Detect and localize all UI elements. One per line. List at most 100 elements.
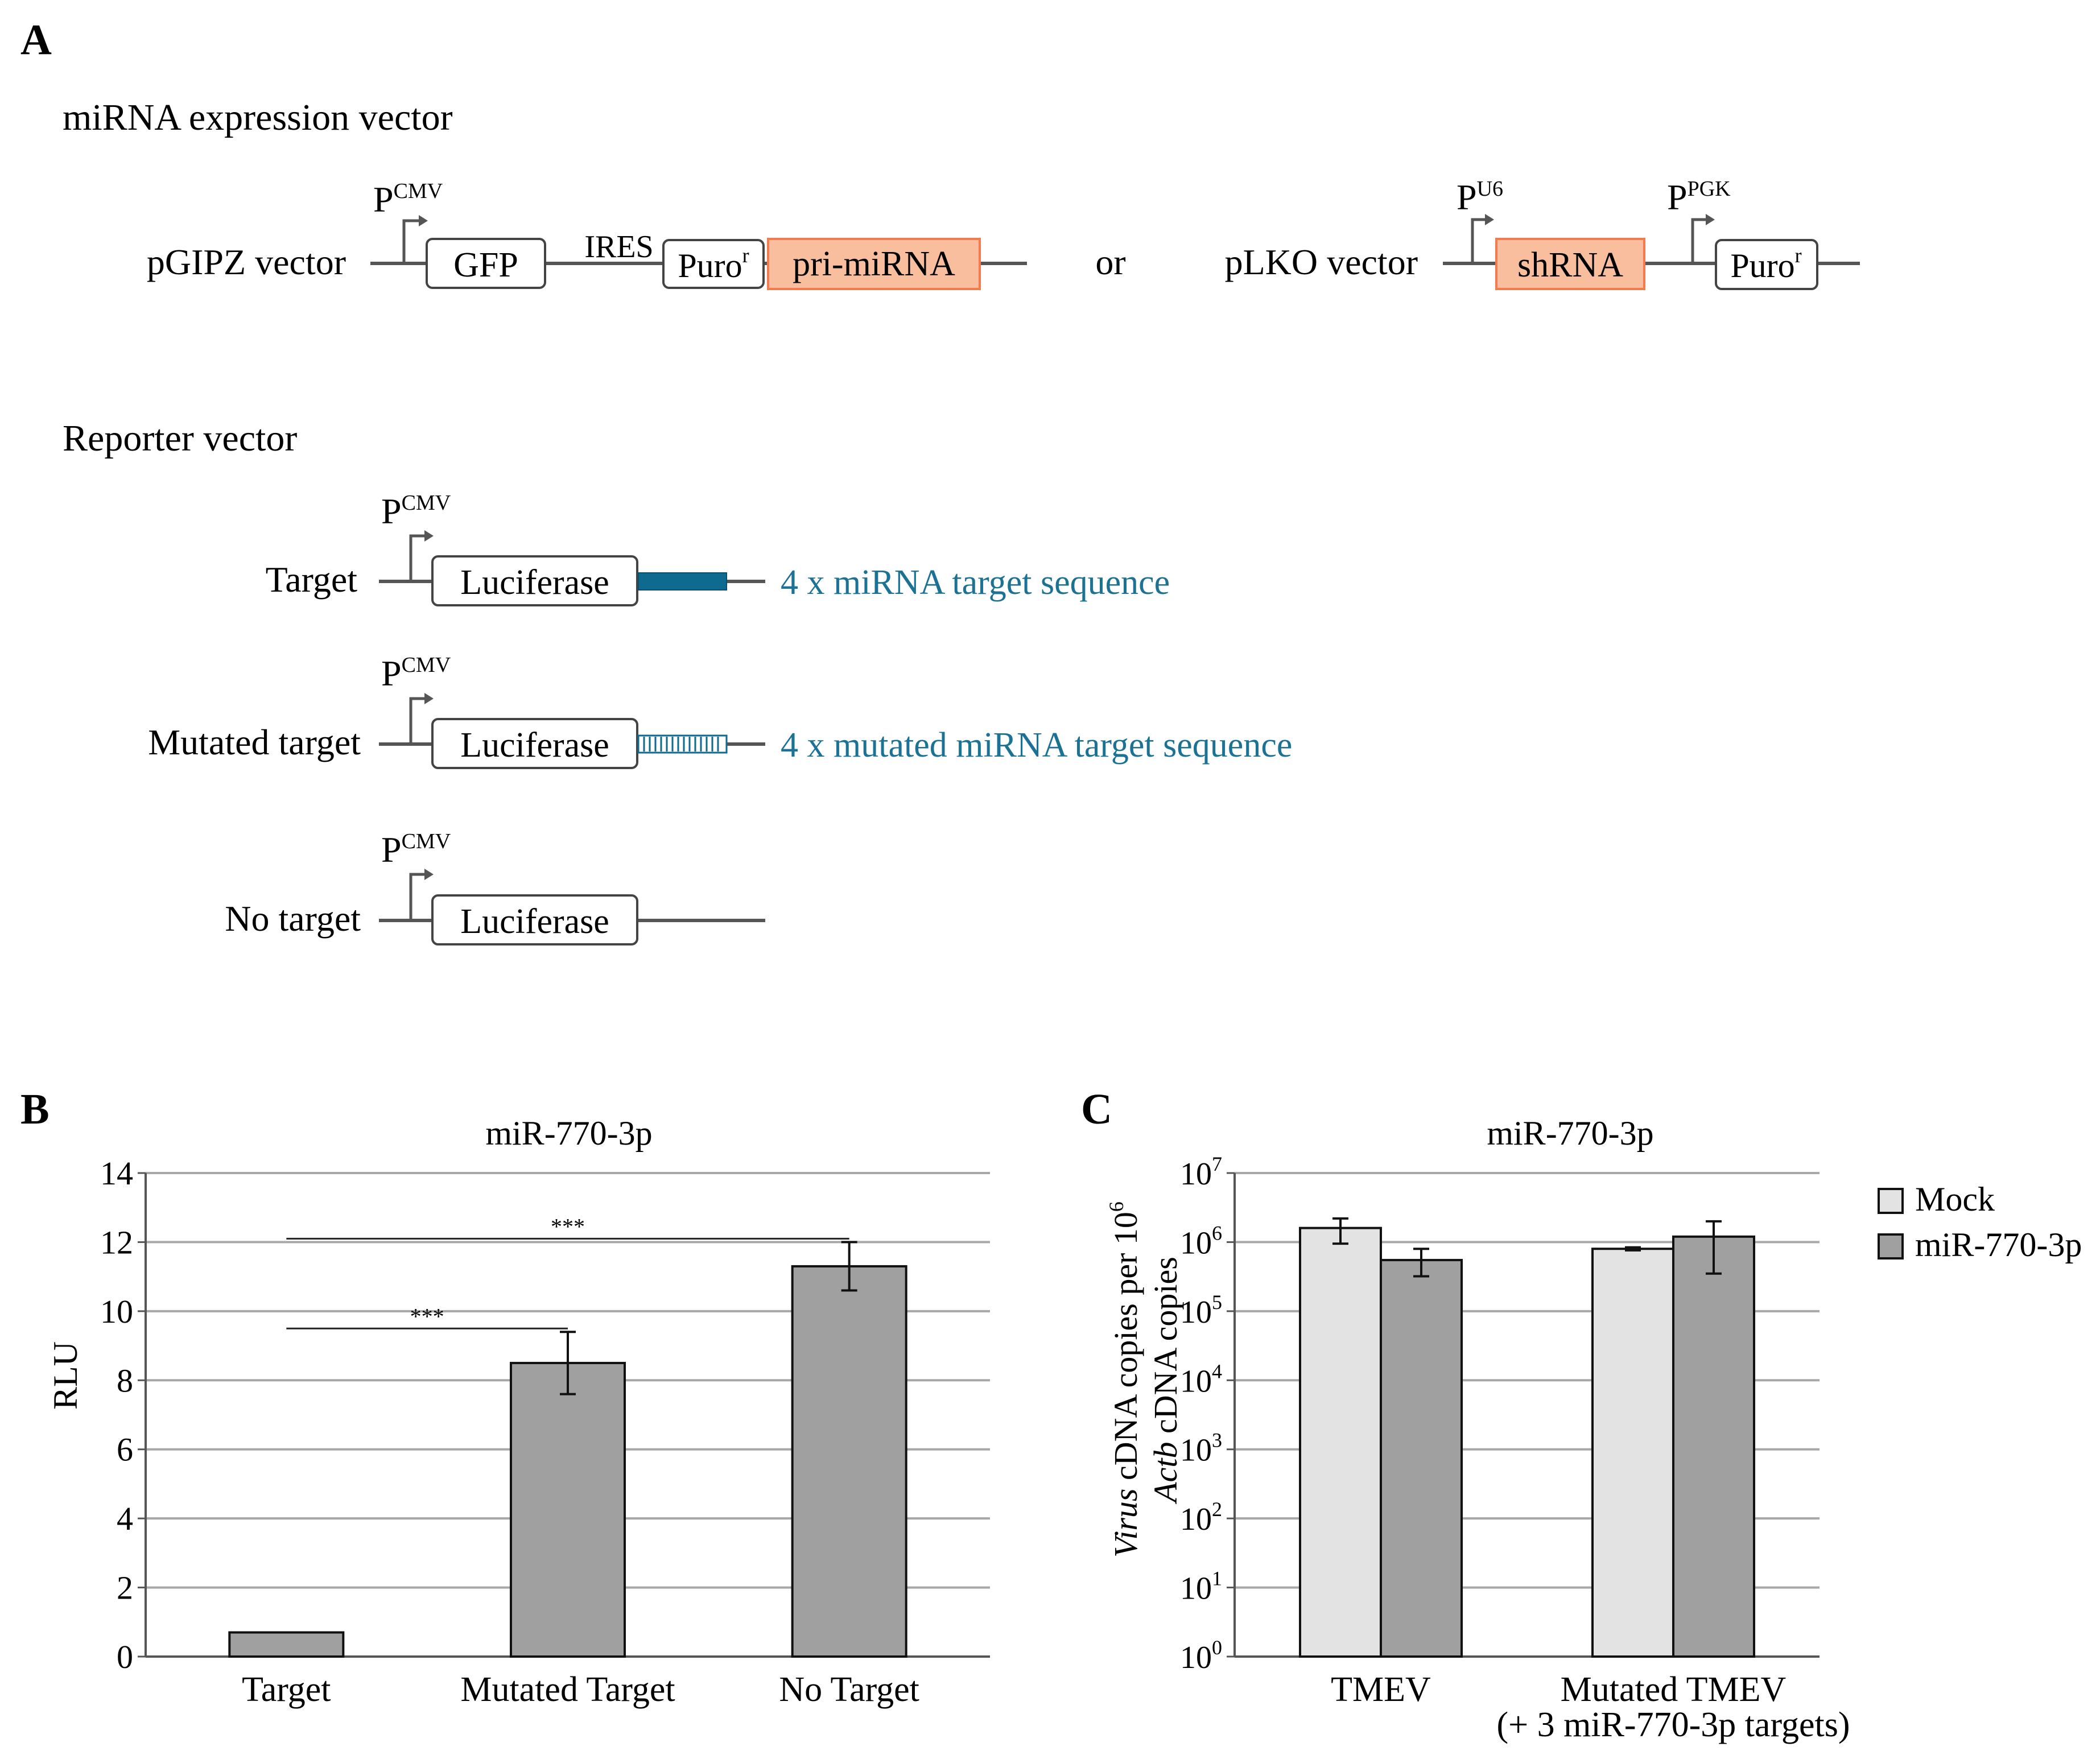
or-word: or <box>1095 242 1125 282</box>
y-tick-label: 106 <box>1180 1221 1222 1261</box>
chart-c-bars <box>1299 1217 1755 1658</box>
y-tick-label: 100 <box>1180 1636 1222 1675</box>
y-tick-label: 6 <box>117 1431 133 1468</box>
chart-c-ylabel-line2: Actb cDNA copies <box>1147 1257 1184 1505</box>
pgk-promoter: PPGK <box>1667 177 1731 263</box>
chart-b-x-labels: Target Mutated Target No Target <box>242 1670 919 1709</box>
puro-label-plko: Puror <box>1730 244 1801 284</box>
chart-b-title: miR-770-3p <box>485 1114 652 1152</box>
svg-text:PCMV: PCMV <box>381 653 451 693</box>
plko-label: pLKO vector <box>1225 242 1418 282</box>
luciferase-label-no-target: Luciferase <box>460 902 609 941</box>
panel-c-letter: C <box>1081 1085 1112 1133</box>
svg-text:PPGK: PPGK <box>1667 177 1731 217</box>
y-tick-label: 107 <box>1180 1153 1222 1192</box>
mutated-sequence-stripes <box>643 737 719 751</box>
promoter-arrowhead-icon <box>424 693 434 704</box>
x-tick-label: Mutated TMEV <box>1561 1670 1787 1709</box>
x-tick-label: Target <box>242 1670 331 1709</box>
promoter-arrow-icon <box>402 219 420 263</box>
y-tick-label: 8 <box>117 1362 133 1399</box>
chart-b-bars <box>228 1241 907 1658</box>
promoter-arrowhead-icon <box>424 869 434 880</box>
u6-promoter: PU6 <box>1457 177 1503 263</box>
bar <box>791 1265 907 1658</box>
promoter-arrow-icon <box>409 697 426 744</box>
y-tick-label: 2 <box>117 1570 133 1607</box>
ires-label: IRES <box>584 229 653 265</box>
svg-text:PCMV: PCMV <box>381 491 451 531</box>
pgipz-label: pGIPZ vector <box>147 242 346 282</box>
no-target-row-label: No target <box>225 898 361 939</box>
promoter-arrow-icon <box>409 873 426 920</box>
chart-c-ylabel-line1: Virus cDNA copies per 106 <box>1105 1201 1144 1558</box>
panel-a-letter: A <box>20 16 52 64</box>
cmv-promoter-target: PCMV <box>381 491 451 581</box>
panel-b: B miR-770-3p RLU 0 2 4 6 8 10 12 14 *** *** Targ… <box>20 1085 990 1709</box>
legend-label: miR-770-3p <box>1915 1226 2082 1263</box>
panel-a: A miRNA expression vector pGIPZ vector P… <box>20 16 1860 945</box>
mutated-row-label: Mutated target <box>148 722 361 762</box>
promoter-arrowhead-icon <box>424 530 434 542</box>
target-sequence-block <box>638 572 727 590</box>
mirna-section-title: miRNA expression vector <box>63 97 453 138</box>
x-tick-sublabel: (+ 3 miR-770-3p targets) <box>1497 1706 1850 1744</box>
luciferase-box-no-target <box>431 894 638 945</box>
cmv-promoter-pgipz: PCMV <box>373 179 443 263</box>
panel-c: C miR-770-3p Virus cDNA copies per 106 A… <box>1081 1085 2082 1744</box>
y-tick-label: 4 <box>117 1500 133 1537</box>
y-tick-label: 0 <box>117 1638 133 1675</box>
pri-mirna-box <box>767 238 981 290</box>
puro-box-pgipz <box>662 239 765 289</box>
promoter-arrowhead-icon <box>1706 214 1715 225</box>
promoter-arrowhead-icon <box>419 215 428 226</box>
chart-c-y-ticks: 100 101 102 103 104 105 106 107 <box>1180 1153 1820 1675</box>
chart-c-legend: Mock miR-770-3p <box>1878 1180 2082 1263</box>
pri-mirna-label: pri-miRNA <box>793 245 955 283</box>
y-tick-label: 10 <box>100 1293 133 1330</box>
bar <box>1380 1258 1463 1658</box>
chart-b-y-ticks: 0 2 4 6 8 10 12 14 <box>100 1155 990 1675</box>
mutated-sequence-text: 4 x mutated miRNA target sequence <box>781 726 1292 765</box>
promoter-arrow-icon <box>409 534 426 581</box>
mutated-sequence-block <box>637 734 728 754</box>
y-tick-label: 102 <box>1180 1498 1222 1537</box>
svg-text:PCMV: PCMV <box>381 829 451 870</box>
promoter-arrow-icon <box>1471 218 1486 263</box>
luciferase-label-target: Luciferase <box>460 563 609 602</box>
luciferase-box-target <box>431 555 638 606</box>
cmv-promoter-mutated: PCMV <box>381 653 451 744</box>
svg-text:PCMV: PCMV <box>373 179 443 220</box>
cmv-promoter-no-target: PCMV <box>381 829 451 920</box>
gfp-box <box>426 238 546 289</box>
puro-label-pgipz: Puror <box>678 244 749 284</box>
reporter-section-title: Reporter vector <box>63 418 297 459</box>
bar <box>1672 1235 1755 1658</box>
target-row-label: Target <box>266 559 358 600</box>
y-tick-label: 14 <box>100 1155 133 1192</box>
bar <box>1299 1227 1382 1658</box>
puro-box-plko <box>1715 239 1818 290</box>
bar <box>510 1361 626 1658</box>
chart-b-significance: *** *** <box>286 1213 849 1329</box>
legend-label: Mock <box>1915 1180 1995 1218</box>
target-sequence-text: 4 x miRNA target sequence <box>781 563 1170 602</box>
shrna-box <box>1495 238 1645 290</box>
significance-stars: *** <box>551 1213 585 1239</box>
chart-c-x-labels: TMEV Mutated TMEV(+ 3 miR-770-3p targets) <box>1331 1670 1850 1744</box>
gfp-label: GFP <box>453 246 518 284</box>
svg-text:PU6: PU6 <box>1457 177 1503 217</box>
y-tick-label: 101 <box>1180 1567 1222 1607</box>
bar <box>1591 1248 1674 1658</box>
legend-swatch <box>1878 1233 1904 1260</box>
promoter-arrowhead-icon <box>1485 214 1494 225</box>
promoter-arrow-icon <box>1691 218 1707 263</box>
bar <box>228 1631 345 1658</box>
significance-stars: *** <box>410 1303 444 1329</box>
y-tick-label: 103 <box>1180 1429 1222 1468</box>
legend-swatch <box>1878 1188 1904 1214</box>
panel-b-letter: B <box>20 1085 49 1133</box>
chart-b-ylabel: RLU <box>47 1341 84 1410</box>
x-tick-label: No Target <box>779 1670 919 1709</box>
